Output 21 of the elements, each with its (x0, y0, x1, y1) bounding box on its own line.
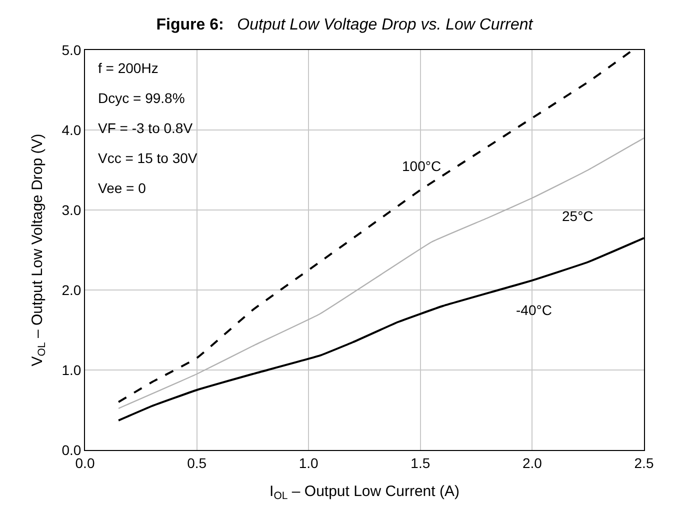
x-tick-label: 0.5 (187, 454, 207, 471)
annotation: Vcc = 15 to 30V (98, 150, 198, 166)
x-tick-label: 1.0 (298, 454, 319, 471)
chart-title: Figure 6: (156, 16, 224, 34)
annotation: Dcyc = 99.8% (98, 90, 185, 106)
x-tick-label: 2.0 (522, 454, 542, 471)
y-tick-label: 1.0 (62, 362, 82, 378)
x-tick-label: 2.5 (634, 454, 654, 471)
x-tick-label: 1.5 (410, 454, 430, 471)
series-label: -40°C (516, 302, 552, 318)
annotation: Vee = 0 (98, 180, 146, 196)
annotation: VF = -3 to 0.8V (98, 120, 194, 136)
x-axis-title: I$_{OL}$ – Output Low Current (A) (270, 482, 460, 502)
y-tick-label: 4.0 (62, 122, 82, 138)
chart-subtitle: Output Low Voltage Drop vs. Low Current (237, 16, 534, 34)
y-tick-label: 3.0 (62, 202, 82, 218)
series-label: 100°C (402, 158, 442, 174)
y-tick-label: 2.0 (62, 282, 82, 298)
y-tick-label: 5.0 (62, 42, 82, 58)
series-label: 25°C (562, 208, 594, 224)
annotation: f = 200Hz (98, 60, 158, 76)
